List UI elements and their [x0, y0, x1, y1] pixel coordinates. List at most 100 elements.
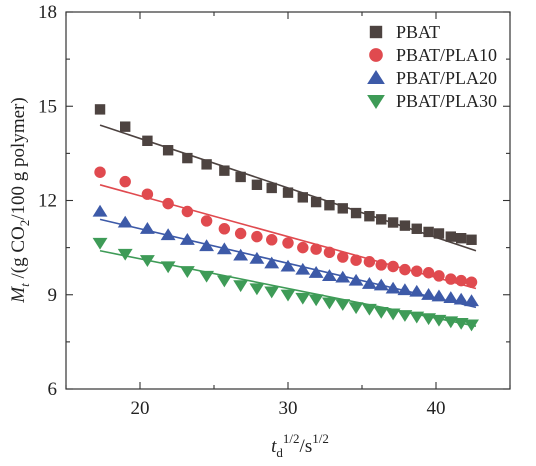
data-point — [94, 104, 106, 115]
data-point — [433, 228, 445, 239]
legend-marker — [367, 69, 385, 85]
data-point — [445, 231, 456, 242]
data-point — [363, 256, 376, 268]
data-point — [464, 319, 479, 332]
data-point — [376, 214, 387, 225]
y-tick-label: 6 — [48, 379, 58, 400]
data-point — [409, 284, 425, 297]
data-point — [139, 222, 155, 234]
data-point — [264, 286, 280, 299]
legend-marker — [367, 94, 385, 110]
data-point — [445, 273, 457, 285]
data-point — [385, 281, 401, 294]
y-axis-title-post: /100 g polymer) — [8, 97, 29, 219]
x-axis-title-base: t — [271, 436, 277, 457]
data-point — [251, 179, 263, 190]
data-point — [348, 273, 364, 286]
data-point — [182, 152, 193, 164]
legend-entry: PBAT/PLA20 — [367, 68, 497, 88]
data-point — [280, 289, 296, 302]
data-point — [266, 234, 278, 246]
data-point — [295, 292, 311, 305]
data-point — [421, 313, 437, 326]
data-point — [385, 308, 401, 321]
data-point — [423, 226, 434, 238]
data-point — [199, 239, 215, 252]
data-point — [361, 276, 377, 289]
data-point — [335, 270, 351, 283]
y-tick-label: 15 — [38, 96, 57, 117]
data-point — [179, 233, 195, 245]
data-point — [295, 262, 311, 275]
data-point — [94, 166, 106, 178]
data-point — [308, 294, 324, 307]
data-point — [310, 196, 322, 208]
y-tick-label: 18 — [38, 2, 57, 23]
data-point — [350, 254, 362, 266]
data-point — [200, 215, 213, 227]
data-point — [399, 263, 411, 276]
plot-area — [65, 11, 511, 390]
y-tick-label: 9 — [48, 285, 58, 306]
data-point — [466, 234, 477, 245]
data-point — [141, 188, 154, 200]
data-point — [373, 278, 389, 291]
x-axis-title-sup2: 1/2 — [312, 431, 329, 446]
data-point — [234, 227, 247, 240]
legend-marker — [369, 48, 383, 62]
data-point — [308, 265, 324, 278]
data-point — [443, 291, 459, 303]
legend: PBAT PBAT/PLA10 PBAT/PLA20 PBAT/PLA30 — [367, 22, 497, 111]
data-point — [337, 203, 348, 214]
data-point — [139, 255, 155, 267]
data-point — [411, 223, 422, 234]
data-point — [364, 211, 375, 222]
y-axis-title-pre: /(g CO — [8, 226, 29, 283]
x-axis-title-sep: /s — [300, 436, 313, 457]
data-point — [249, 283, 265, 296]
series-3 — [92, 204, 479, 309]
data-point — [266, 182, 277, 194]
data-point — [443, 316, 459, 329]
data-point — [282, 237, 294, 249]
data-point — [337, 251, 349, 263]
data-point — [375, 259, 387, 271]
data-point — [322, 269, 337, 281]
data-point — [323, 246, 336, 259]
x-axis-title-sub: d — [276, 445, 283, 460]
legend-marker — [369, 25, 383, 39]
data-point — [297, 241, 309, 254]
legend-entry: PBAT/PLA10 — [369, 45, 497, 65]
series-1 — [94, 104, 477, 252]
data-point — [233, 280, 249, 293]
legend-label: PBAT/PLA20 — [396, 68, 497, 88]
data-point — [373, 306, 389, 319]
data-point — [322, 297, 337, 310]
x-tick-label: 20 — [131, 398, 150, 419]
legend-label: PBAT/PLA30 — [396, 91, 497, 111]
y-tick-label: 12 — [38, 191, 57, 212]
data-point — [464, 294, 479, 307]
data-point — [411, 265, 423, 277]
data-point — [162, 197, 174, 210]
data-point — [120, 121, 131, 132]
data-point — [142, 135, 153, 147]
data-point — [397, 310, 413, 322]
data-point — [455, 233, 467, 244]
data-point — [264, 256, 280, 269]
data-point — [216, 242, 232, 255]
data-point — [219, 165, 230, 176]
data-point — [162, 145, 174, 156]
data-point — [201, 159, 212, 170]
legend-label: PBAT/PLA10 — [396, 45, 497, 65]
data-point — [179, 266, 195, 278]
data-point — [92, 204, 108, 217]
data-point — [160, 261, 176, 274]
data-point — [282, 187, 294, 198]
data-point — [348, 302, 364, 315]
data-point — [422, 267, 435, 279]
legend-entry: PBAT — [369, 22, 440, 42]
data-point — [409, 311, 425, 324]
y-axis-title-base: M — [8, 286, 29, 304]
series-4 — [92, 237, 479, 332]
